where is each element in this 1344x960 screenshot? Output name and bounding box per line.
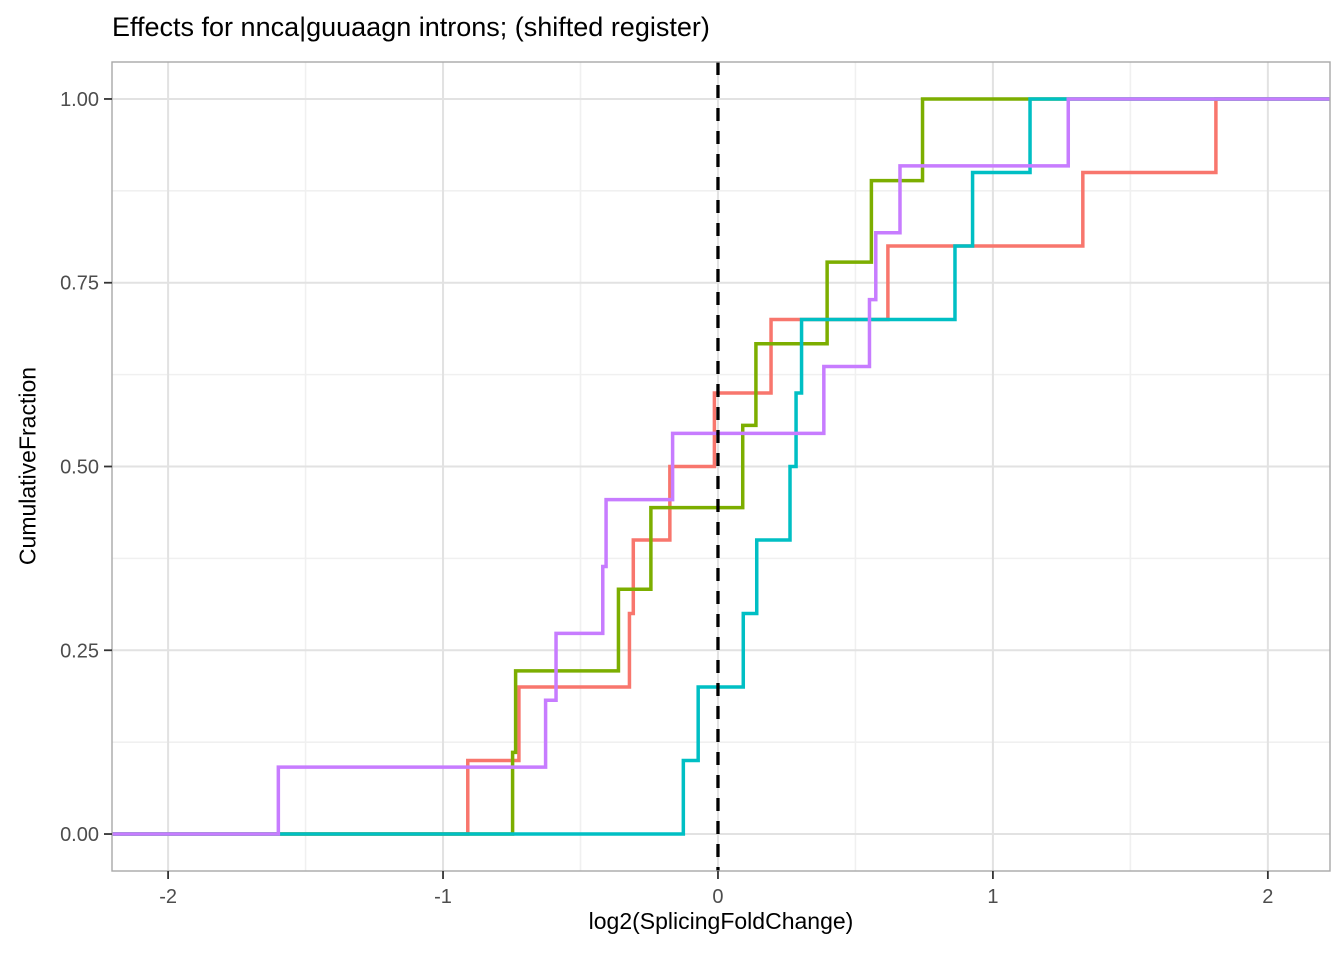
y-tick-label: 0.50 xyxy=(60,457,99,479)
x-tick-label: -2 xyxy=(159,886,177,908)
chart-title: Effects for nnca|guuaagn introns; (shift… xyxy=(112,12,710,42)
x-tick-label: 0 xyxy=(712,886,723,908)
x-tick-label: 2 xyxy=(1262,886,1273,908)
y-tick-label: 0.25 xyxy=(60,640,99,662)
x-tick-label: -1 xyxy=(434,886,452,908)
y-tick-label: 0.75 xyxy=(60,273,99,295)
series-line-purple xyxy=(112,97,1330,836)
series-line-salmon xyxy=(112,97,1330,836)
x-axis-title: log2(SplicingFoldChange) xyxy=(588,908,854,934)
y-tick-label: 1.00 xyxy=(60,89,99,111)
series-line-teal xyxy=(112,97,1330,836)
x-tick-label: 1 xyxy=(987,886,998,908)
series-line-olive-green xyxy=(112,97,1330,836)
y-tick-label: 0.00 xyxy=(60,824,99,846)
